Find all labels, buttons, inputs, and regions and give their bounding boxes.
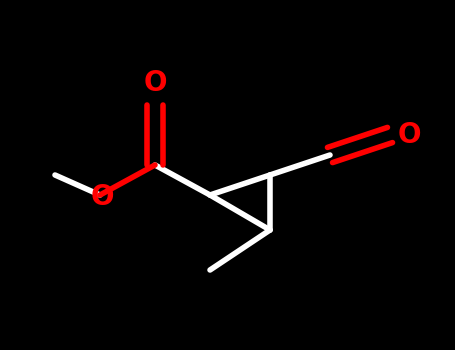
Text: O: O <box>398 121 421 149</box>
Text: O: O <box>90 183 114 211</box>
Text: O: O <box>143 69 167 97</box>
